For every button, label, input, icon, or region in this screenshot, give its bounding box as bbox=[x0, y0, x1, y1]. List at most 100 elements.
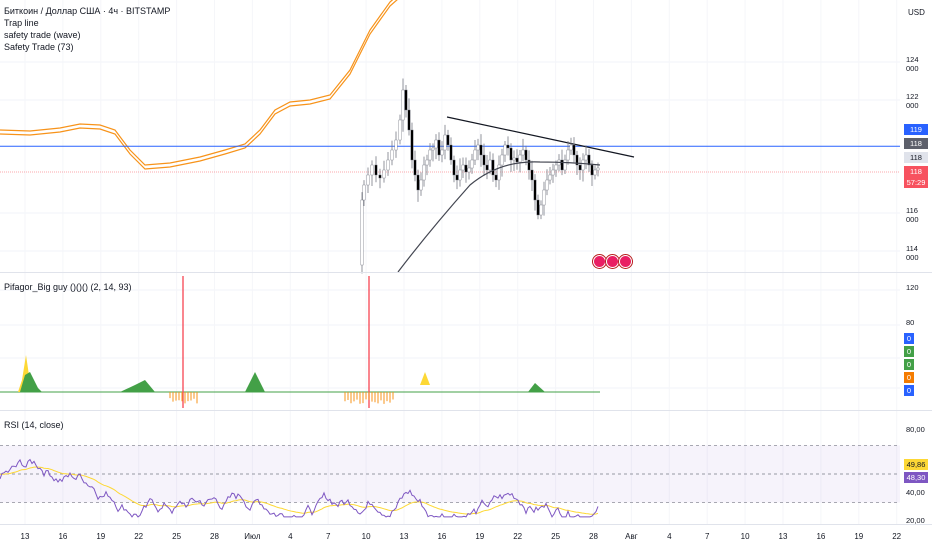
chart-title[interactable]: Биткоин / Доллар США · 4ч · BITSTAMP bbox=[4, 6, 171, 16]
candle-body bbox=[366, 174, 370, 186]
candle-body bbox=[467, 167, 471, 173]
event-flag-icon[interactable] bbox=[593, 255, 606, 268]
candle-body bbox=[476, 144, 480, 151]
osc-area bbox=[245, 372, 265, 392]
time-axis-separator bbox=[0, 524, 932, 525]
candle-body bbox=[378, 174, 382, 179]
osc-value-badge: 0 bbox=[904, 333, 914, 344]
oscillator-title[interactable]: Pifagor_Big guy ()()() (2, 14, 93) bbox=[4, 282, 132, 292]
rsi-title[interactable]: RSI (14, close) bbox=[4, 420, 64, 430]
candle-body bbox=[533, 179, 537, 201]
candle-body bbox=[596, 167, 600, 171]
osc-area bbox=[120, 380, 155, 392]
candle-body bbox=[440, 149, 444, 156]
indicator-trap-line[interactable]: Trap line bbox=[4, 18, 39, 28]
candle-body bbox=[370, 164, 374, 176]
candle-body bbox=[482, 154, 486, 166]
time-axis-label: 22 bbox=[513, 532, 523, 541]
candle-body bbox=[503, 144, 507, 156]
candle-body bbox=[413, 159, 417, 176]
time-axis-label: 7 bbox=[325, 532, 331, 541]
safety-wave-lower bbox=[0, 0, 398, 170]
candle-body bbox=[458, 169, 462, 181]
panel-separator[interactable] bbox=[0, 410, 932, 411]
event-flag-icon[interactable] bbox=[619, 255, 632, 268]
candle-body bbox=[470, 159, 474, 169]
price-legend: Биткоин / Доллар США · 4ч · BITSTAMP Tra… bbox=[4, 5, 170, 53]
candle-body bbox=[374, 164, 378, 176]
sma-line bbox=[397, 161, 601, 273]
candle-body bbox=[425, 159, 429, 166]
time-axis-label: 4 bbox=[288, 532, 293, 541]
time-axis-label: 16 bbox=[58, 532, 68, 541]
osc-value-badge: 0 bbox=[904, 346, 914, 357]
candle-body bbox=[527, 159, 531, 171]
safety-wave-upper bbox=[0, 0, 394, 166]
candle-body bbox=[554, 164, 558, 171]
candle-body bbox=[518, 154, 522, 163]
candle-body bbox=[515, 157, 519, 163]
osc-area bbox=[420, 372, 430, 385]
candle-body bbox=[578, 164, 582, 171]
candle-body bbox=[539, 204, 543, 216]
candle-body bbox=[431, 147, 435, 151]
candle-body bbox=[488, 159, 492, 171]
event-flag-icon[interactable] bbox=[606, 255, 619, 268]
candle-body bbox=[584, 154, 588, 161]
candle-body bbox=[548, 174, 552, 181]
candle-body bbox=[404, 89, 408, 111]
time-axis-label: Июл bbox=[244, 532, 261, 541]
price-panel bbox=[0, 0, 900, 274]
time-axis-label: 19 bbox=[475, 532, 485, 541]
candle-body bbox=[536, 199, 540, 216]
candle-body bbox=[386, 159, 390, 171]
candle-body bbox=[362, 184, 366, 201]
candle-body bbox=[394, 139, 398, 151]
candle-body bbox=[407, 109, 411, 131]
rsi-value-badge: 48,30 bbox=[904, 472, 928, 483]
time-axis-label: 10 bbox=[361, 532, 371, 541]
osc-area bbox=[20, 372, 42, 392]
price-label-last: 118 026 bbox=[904, 166, 928, 187]
time-axis-label: 22 bbox=[892, 532, 902, 541]
osc-value-badge: 0 bbox=[904, 359, 914, 370]
candle-body bbox=[422, 164, 426, 181]
panel-separator[interactable] bbox=[0, 272, 932, 273]
candle-body bbox=[382, 169, 386, 179]
currency-label[interactable]: USD bbox=[908, 8, 925, 17]
candle-body bbox=[530, 169, 534, 181]
price-tick: 114 000 bbox=[906, 244, 919, 262]
candle-body bbox=[452, 159, 456, 176]
time-axis-label: 13 bbox=[778, 532, 788, 541]
rsi-ma-line bbox=[0, 466, 599, 515]
candle-body bbox=[419, 179, 423, 191]
rsi-panel bbox=[0, 445, 900, 518]
candle-body bbox=[569, 144, 573, 151]
indicator-safety-trade[interactable]: Safety Trade (73) bbox=[4, 42, 74, 52]
candle-body bbox=[416, 174, 420, 191]
osc-value-badge: 0 bbox=[904, 385, 914, 396]
price-label-close: 118 270 bbox=[904, 152, 928, 173]
candle-body bbox=[566, 149, 570, 161]
price-tick: 124 000 bbox=[906, 55, 919, 73]
candle-body bbox=[524, 149, 528, 161]
price-label-horizontal-line: 119 563 bbox=[904, 124, 928, 145]
candle-body bbox=[581, 159, 585, 171]
candle-body bbox=[446, 134, 450, 146]
candle-body bbox=[485, 164, 489, 171]
time-axis-label: 22 bbox=[134, 532, 144, 541]
candle-body bbox=[497, 164, 501, 181]
candle-body bbox=[401, 89, 405, 121]
time-axis-label: 25 bbox=[551, 532, 561, 541]
candle-body bbox=[512, 157, 516, 161]
rsi-tick: 20,00 bbox=[906, 516, 925, 525]
candle-body bbox=[455, 174, 459, 181]
candle-body bbox=[506, 144, 510, 149]
osc-tick: 120 bbox=[906, 283, 919, 292]
rsi-legend: RSI (14, close) bbox=[4, 419, 64, 431]
candle-body bbox=[473, 149, 477, 161]
time-axis-label: Авг bbox=[625, 532, 638, 541]
indicator-safety-wave[interactable]: safety trade (wave) bbox=[4, 30, 81, 40]
oscillator-legend: Pifagor_Big guy ()()() (2, 14, 93) bbox=[4, 281, 132, 293]
